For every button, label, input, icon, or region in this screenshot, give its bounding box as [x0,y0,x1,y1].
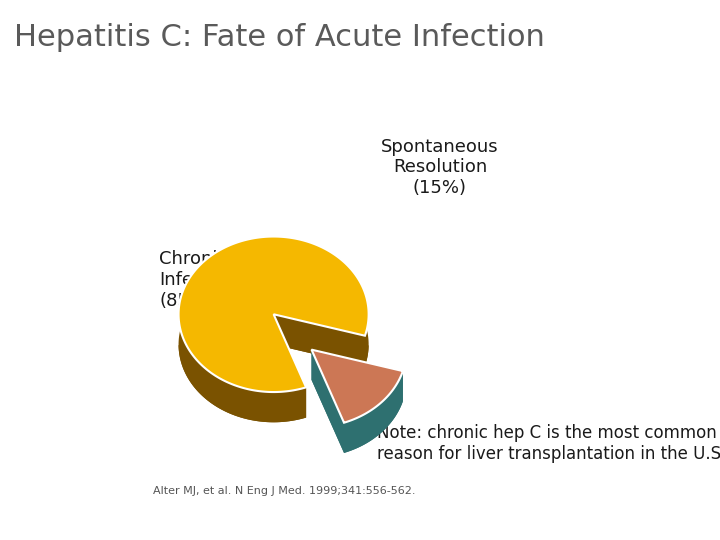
Polygon shape [274,314,306,417]
Text: Hepatitis C: Fate of Acute Infection: Hepatitis C: Fate of Acute Infection [14,23,545,52]
Polygon shape [312,349,403,401]
Text: Note: chronic hep C is the most common
reason for liver transplantation in the U: Note: chronic hep C is the most common r… [377,424,720,463]
Polygon shape [312,380,403,453]
Text: Chronic
Infection
(85%): Chronic Infection (85%) [159,250,238,309]
Polygon shape [312,349,344,453]
Polygon shape [344,371,403,453]
Text: Alter MJ, et al. N Eng J Med. 1999;341:556-562.: Alter MJ, et al. N Eng J Med. 1999;341:5… [153,485,415,496]
Polygon shape [179,267,369,422]
Polygon shape [274,314,365,366]
Polygon shape [312,349,403,423]
Polygon shape [179,315,369,422]
Text: Spontaneous
Resolution
(15%): Spontaneous Resolution (15%) [381,138,499,197]
Polygon shape [179,237,369,392]
